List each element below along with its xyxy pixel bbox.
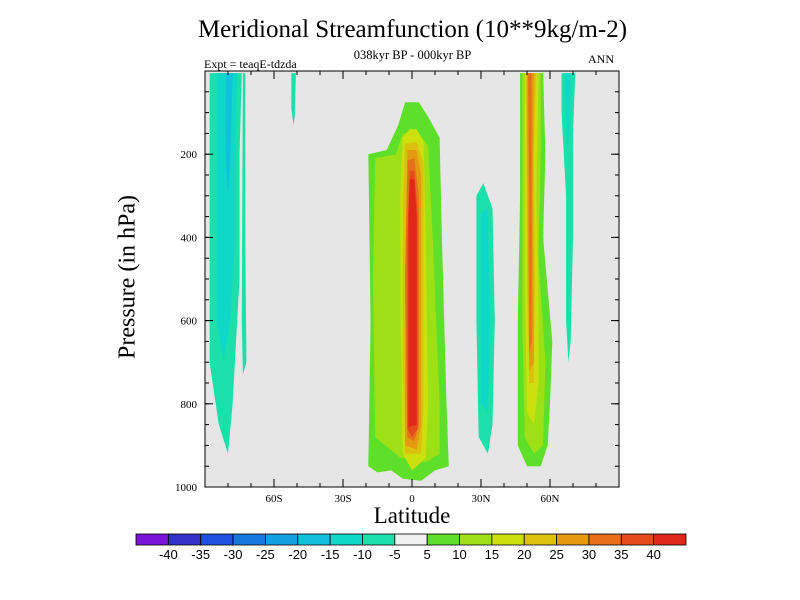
colorbar-swatch — [556, 533, 590, 546]
colorbar-label: 20 — [517, 547, 531, 562]
sh-polar-cell — [209, 73, 242, 454]
colorbar-label: -20 — [288, 547, 307, 562]
colorbar-swatch — [491, 533, 525, 546]
colorbar-label: -25 — [256, 547, 275, 562]
colorbar-swatch — [329, 533, 363, 546]
colorbar-label: 5 — [424, 547, 431, 562]
contour-layer — [209, 73, 576, 481]
colorbar-label: -10 — [353, 547, 372, 562]
x-axis-label: Latitude — [373, 503, 451, 528]
colorbar-swatch — [523, 533, 557, 546]
x-tick-label: 60S — [265, 493, 282, 505]
x-tick-label: 30S — [334, 493, 351, 505]
colorbar-label: 30 — [582, 547, 596, 562]
colorbar-label: 15 — [485, 547, 499, 562]
colorbar-label: 10 — [452, 547, 466, 562]
colorbar-swatch — [653, 533, 687, 546]
colorbar-swatch — [265, 533, 299, 546]
y-tick-label: 800 — [181, 399, 198, 411]
contour-level-40 — [408, 179, 417, 427]
colorbar-swatch — [135, 533, 169, 546]
colorbar-label: -5 — [389, 547, 401, 562]
colorbar-swatch — [232, 533, 266, 546]
colorbar-swatch — [588, 533, 622, 546]
x-tick-label: 0 — [409, 493, 415, 505]
ferrel-cell — [517, 73, 553, 467]
contour-level-neg10 — [481, 208, 491, 413]
contour-level-neg15 — [225, 73, 233, 196]
contour-level-neg10 — [216, 73, 238, 363]
y-tick-label: 1000 — [175, 482, 198, 494]
chart-subtitle: 038kyr BP - 000kyr BP — [353, 48, 472, 62]
contour-level-neg10 — [565, 73, 571, 155]
colorbar-label: 35 — [614, 547, 628, 562]
colorbar-swatch — [426, 533, 460, 546]
y-tick-label: 400 — [181, 232, 198, 244]
hadley-cell — [368, 102, 449, 481]
colorbar-label: 40 — [646, 547, 660, 562]
y-tick-label: 600 — [181, 316, 198, 328]
contour-level-neg5 — [291, 73, 296, 126]
colorbar-swatch — [459, 533, 493, 546]
colorbar-label: 25 — [549, 547, 563, 562]
x-tick-label: 60N — [541, 493, 560, 505]
axes-layer: 60S 30S 0 30N 60N 200 400 600 800 1000 — [175, 70, 620, 505]
contour-level-neg5 — [241, 73, 247, 375]
colorbar-swatch — [620, 533, 655, 546]
nh-subtropical-cell — [476, 183, 495, 454]
colorbar-swatch — [167, 533, 202, 546]
nh-polar-cell — [561, 73, 576, 363]
sh-upper-cell — [291, 73, 296, 126]
contour-level-neg5 — [561, 73, 576, 363]
colorbar-swatch — [297, 533, 331, 546]
experiment-label: Expt = teaqE-tdzda — [204, 57, 297, 71]
colorbar-label: -30 — [224, 547, 243, 562]
contour-level-30 — [528, 73, 532, 354]
y-tick-label: 200 — [181, 149, 198, 161]
chart-title: Meridional Streamfunction (10**9kg/m-2) — [197, 16, 628, 43]
colorbar-label: -35 — [191, 547, 210, 562]
colorbar-swatch — [394, 533, 428, 546]
colorbar: -40 -35 -30 -25 -20 -15 -10 -5 5 10 15 20 25 30 35 40 — [135, 533, 687, 562]
colorbar-swatch — [200, 533, 234, 546]
season-label: ANN — [588, 52, 614, 66]
colorbar-label: -15 — [321, 547, 340, 562]
sh-narrow-cell — [241, 73, 247, 375]
x-tick-label: 30N — [472, 493, 491, 505]
colorbar-swatch — [362, 533, 396, 546]
colorbar-label: -40 — [159, 547, 178, 562]
